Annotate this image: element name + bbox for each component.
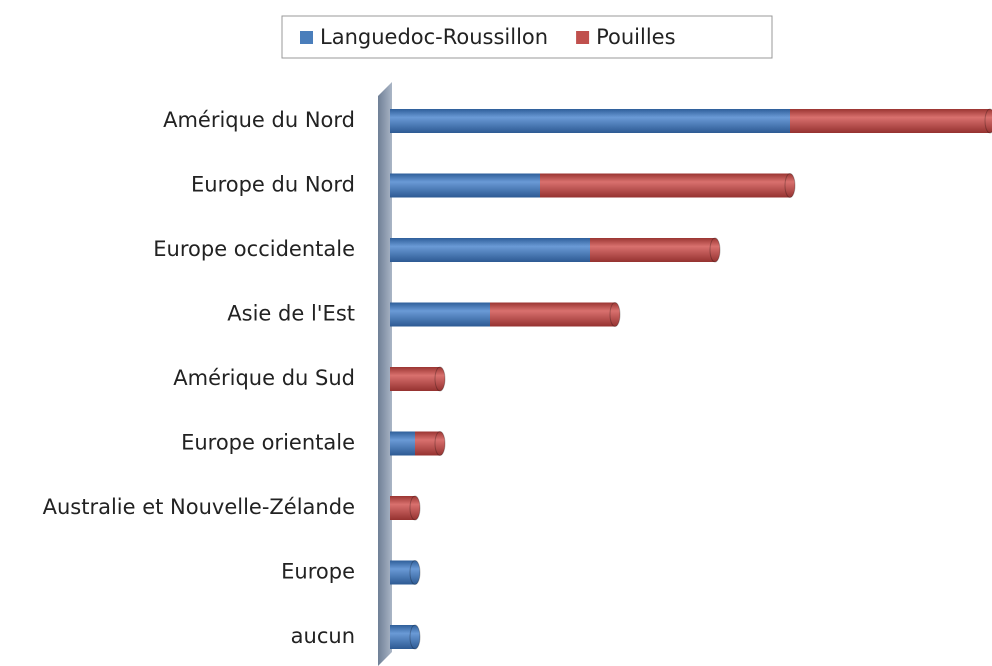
legend-label: Languedoc-Roussillon (320, 25, 548, 49)
bar-cap (409, 560, 421, 585)
legend-label: Pouilles (596, 25, 675, 49)
category-label: Europe occidentale (153, 237, 355, 261)
category-label: Europe orientale (181, 431, 355, 455)
bar-segment (390, 109, 790, 133)
bar-segment (390, 173, 540, 198)
category-label: aucun (291, 624, 355, 648)
bar-cap (434, 431, 446, 456)
bar-cap (409, 495, 421, 521)
category-label: Europe du Nord (191, 173, 355, 197)
bar-segment (390, 367, 440, 391)
axis-wall (378, 82, 392, 666)
category-label: Amérique du Nord (163, 108, 355, 132)
bar-segment (390, 238, 590, 262)
bar-cap (709, 237, 721, 263)
bar-segment (590, 238, 715, 262)
legend-box (281, 15, 773, 59)
category-label: Asie de l'Est (227, 302, 355, 326)
bar-segment (490, 302, 615, 327)
bar-segment (390, 302, 490, 327)
bar-cap (784, 173, 796, 198)
bar-cap (409, 624, 421, 650)
bar-segment (390, 431, 415, 456)
bar-cap (984, 108, 992, 134)
bar-segment (540, 173, 790, 198)
bar-segment (790, 109, 990, 133)
bar-cap (434, 366, 446, 392)
bar-cap (609, 302, 621, 327)
legend-swatch (576, 31, 590, 44)
legend-swatch (300, 31, 313, 44)
category-label: Amérique du Sud (173, 366, 355, 390)
category-label: Australie et Nouvelle-Zélande (43, 495, 355, 519)
category-label: Europe (281, 560, 355, 584)
